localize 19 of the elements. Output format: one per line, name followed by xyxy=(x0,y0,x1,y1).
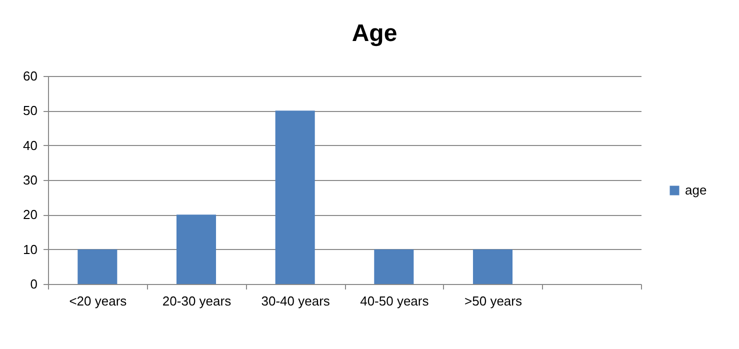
x-tick-label: <20 years xyxy=(69,294,128,308)
x-tick-label: 30-40 years xyxy=(261,294,330,308)
y-tick-label: 60 xyxy=(23,68,38,84)
bar xyxy=(472,249,513,284)
legend-label: age xyxy=(685,182,707,198)
y-tick-label: 10 xyxy=(23,242,38,257)
y-tick-label: 0 xyxy=(30,276,38,292)
y-tick-label: 40 xyxy=(23,138,38,153)
y-tick-label: 30 xyxy=(23,172,38,188)
bar xyxy=(275,110,315,284)
x-tick-label: 20-30 years xyxy=(162,294,232,308)
x-tick-label: 40-50 years xyxy=(360,294,430,308)
chart-title: Age xyxy=(352,20,398,47)
bar xyxy=(374,249,414,284)
bar xyxy=(176,214,216,284)
x-tick-label: >50 years xyxy=(464,294,522,308)
bar xyxy=(78,249,118,284)
y-tick-label: 20 xyxy=(23,207,38,222)
y-tick-label: 50 xyxy=(23,103,38,118)
